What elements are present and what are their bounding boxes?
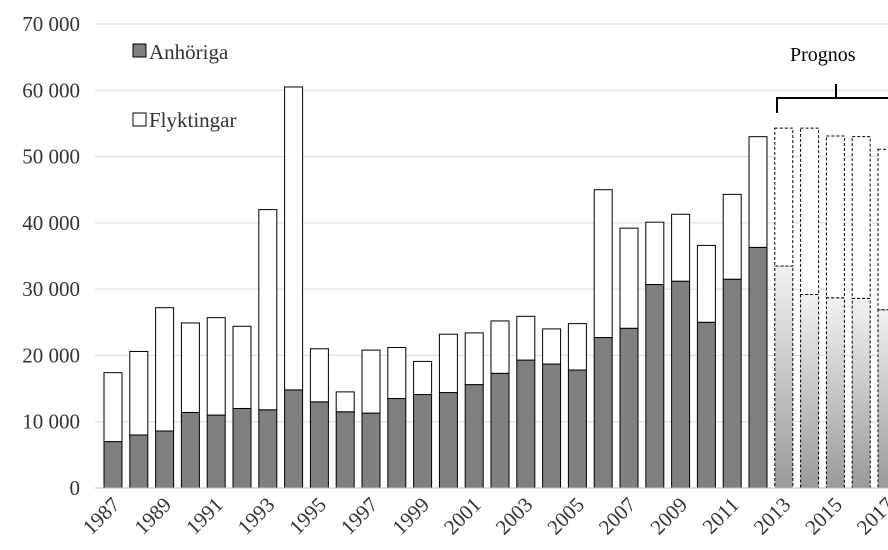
bar-flyktingar-2011 xyxy=(722,193,742,280)
bar-flyktingar-2013 xyxy=(774,127,794,267)
y-tick-label: 20 000 xyxy=(22,343,80,367)
bar-flyktingar-1993 xyxy=(258,209,278,411)
gridlines xyxy=(95,23,888,423)
y-tick-label: 10 000 xyxy=(22,410,80,434)
x-axis-labels: 1987 1989 1991 1993 1995 1997 1999 2001 2003 2005… xyxy=(78,493,888,540)
bar-anhoriga-2013 xyxy=(774,265,794,489)
bar-flyktingar-1997 xyxy=(361,349,381,414)
x-tick-label: 2015 xyxy=(800,493,847,540)
x-tick-label: 1999 xyxy=(387,493,434,540)
bar-flyktingar-2003 xyxy=(516,315,536,361)
bar-flyktingar-2016 xyxy=(851,136,871,299)
bar-flyktingar-2012 xyxy=(748,136,768,248)
x-tick-label: 2017 xyxy=(852,493,888,540)
y-tick-label: 30 000 xyxy=(22,277,80,301)
x-tick-label: 2003 xyxy=(491,493,538,540)
bar-anhoriga-2007 xyxy=(619,327,639,489)
bar-anhoriga-1990 xyxy=(180,411,200,489)
bar-anhoriga-2006 xyxy=(593,337,613,489)
x-tick-label: 1995 xyxy=(284,493,331,540)
x-tick-label: 2013 xyxy=(749,493,796,540)
bar-flyktingar-1988 xyxy=(129,350,149,436)
bar-flyktingar-2015 xyxy=(825,135,845,299)
prognos-annotation: Prognos xyxy=(776,44,888,113)
bar-anhoriga-1989 xyxy=(155,430,175,489)
bar-anhoriga-1998 xyxy=(387,398,407,489)
bar-flyktingar-2000 xyxy=(438,333,458,394)
y-tick-label: 70 000 xyxy=(22,12,80,36)
bar-anhoriga-2002 xyxy=(490,372,510,489)
bar-anhoriga-2017 xyxy=(877,309,888,489)
bar-flyktingar-1992 xyxy=(232,325,252,409)
bar-flyktingar-2001 xyxy=(464,332,484,386)
bar-anhoriga-2003 xyxy=(516,359,536,489)
x-tick-label: 2011 xyxy=(698,493,744,539)
x-tick-label: 1989 xyxy=(129,493,176,540)
bar-anhoriga-1988 xyxy=(129,434,149,489)
x-tick-label: 1997 xyxy=(336,493,383,540)
bar-flyktingar-1999 xyxy=(413,360,433,396)
bar-anhoriga-1991 xyxy=(206,414,226,489)
bar-anhoriga-2005 xyxy=(567,369,587,489)
bar-flyktingar-1998 xyxy=(387,346,407,400)
bar-flyktingar-2008 xyxy=(645,221,665,286)
bar-anhoriga-1994 xyxy=(284,389,304,489)
x-tick-label: 2001 xyxy=(439,493,486,540)
x-tick-label: 1993 xyxy=(233,493,280,540)
bar-anhoriga-2012 xyxy=(748,246,768,489)
x-tick-label: 1991 xyxy=(181,493,228,540)
bar-flyktingar-2004 xyxy=(542,328,562,365)
bar-flyktingar-1990 xyxy=(180,322,200,413)
bar-flyktingar-2014 xyxy=(800,127,820,295)
bar-flyktingar-1996 xyxy=(335,391,355,413)
legend-swatch-flyktingar xyxy=(132,112,147,127)
bar-anhoriga-2011 xyxy=(722,278,742,489)
bar-anhoriga-2008 xyxy=(645,284,665,489)
bar-flyktingar-1987 xyxy=(103,372,123,443)
bar-anhoriga-2010 xyxy=(696,321,716,489)
bar-flyktingar-2006 xyxy=(593,189,613,339)
bar-flyktingar-2010 xyxy=(696,244,716,323)
x-tick-label: 2009 xyxy=(645,493,692,540)
bar-anhoriga-1996 xyxy=(335,411,355,489)
bar-flyktingar-2017 xyxy=(877,148,888,311)
bar-anhoriga-1987 xyxy=(103,441,123,489)
bar-anhoriga-1992 xyxy=(232,407,252,489)
prognos-label: Prognos xyxy=(790,44,856,66)
bar-flyktingar-1994 xyxy=(284,86,304,391)
y-tick-label: 50 000 xyxy=(22,145,80,169)
bar-flyktingar-2009 xyxy=(671,213,691,282)
x-tick-label: 2005 xyxy=(542,493,589,540)
bar-anhoriga-2009 xyxy=(671,280,691,489)
bar-anhoriga-2015 xyxy=(825,297,845,489)
bar-anhoriga-1995 xyxy=(309,401,329,489)
bar-flyktingar-1991 xyxy=(206,317,226,416)
x-tick-label: 1987 xyxy=(78,493,125,540)
bar-anhoriga-2001 xyxy=(464,384,484,489)
bar-anhoriga-1997 xyxy=(361,412,381,489)
bar-flyktingar-1989 xyxy=(155,307,175,432)
bar-anhoriga-2016 xyxy=(851,297,871,489)
bar-anhoriga-1999 xyxy=(413,394,433,489)
legend-swatch-anhoriga xyxy=(132,43,147,58)
bar-anhoriga-2004 xyxy=(542,363,562,489)
y-tick-label: 60 000 xyxy=(22,78,80,102)
bar-flyktingar-2007 xyxy=(619,227,639,329)
y-tick-label: 40 000 xyxy=(22,211,80,235)
bar-anhoriga-1993 xyxy=(258,409,278,489)
bar-anhoriga-2000 xyxy=(438,392,458,489)
legend-label-anhoriga: Anhöriga xyxy=(149,40,229,64)
x-tick-label: 2007 xyxy=(594,493,641,540)
bar-anhoriga-2014 xyxy=(800,293,820,489)
bar-flyktingar-2002 xyxy=(490,320,510,374)
legend-label-flyktingar: Flyktingar xyxy=(149,108,237,132)
y-axis-labels: 0 10 000 20 000 30 000 40 000 50 000 60 000 70 … xyxy=(22,12,80,500)
bar-flyktingar-2005 xyxy=(567,323,587,371)
legend: Anhöriga Flyktingar xyxy=(132,40,237,132)
bar-flyktingar-1995 xyxy=(309,348,329,403)
y-tick-label: 0 xyxy=(70,476,81,500)
prognos-bracket xyxy=(776,84,888,113)
bars xyxy=(103,86,888,489)
